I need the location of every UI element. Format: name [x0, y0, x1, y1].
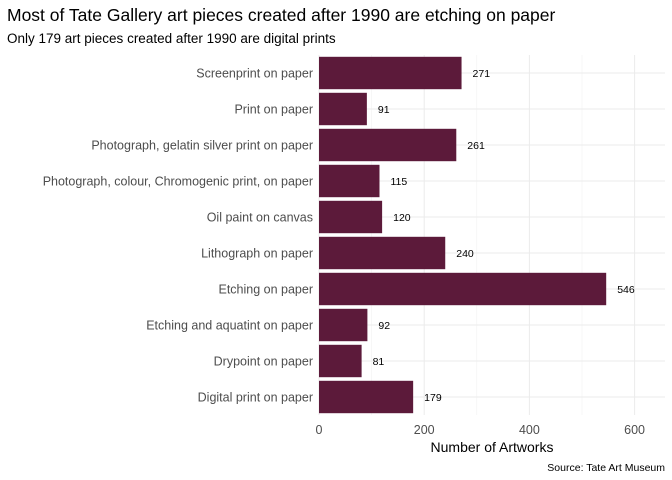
category-label: Screenprint on paper: [196, 67, 313, 81]
x-tick-label: 400: [519, 423, 540, 437]
category-label: Photograph, gelatin silver print on pape…: [91, 139, 313, 153]
data-label: 91: [378, 104, 390, 116]
category-label: Print on paper: [234, 103, 313, 117]
x-tick-label: 600: [624, 423, 645, 437]
category-labels: Screenprint on paper Print on paper Photog…: [43, 67, 313, 405]
bar: [319, 308, 368, 342]
data-label: 115: [390, 176, 407, 188]
bar: [319, 164, 380, 198]
category-label: Etching on paper: [218, 283, 313, 297]
chart-title: Most of Tate Gallery art pieces created …: [7, 5, 556, 25]
x-tick-label: 200: [414, 423, 435, 437]
data-label: 179: [424, 392, 442, 404]
data-label: 240: [456, 248, 474, 260]
data-label: 92: [378, 320, 390, 332]
bar: [319, 380, 414, 414]
data-label: 261: [467, 140, 485, 152]
bar: [319, 344, 362, 378]
x-axis-title: Number of Artworks: [431, 439, 554, 455]
data-label: 81: [373, 356, 385, 368]
category-label: Oil paint on canvas: [207, 211, 313, 225]
category-label: Etching and aquatint on paper: [146, 319, 313, 333]
x-axis-ticks: 0 200 400 600: [316, 423, 646, 437]
bar: [319, 92, 367, 126]
bar: [319, 200, 383, 234]
data-label: 271: [473, 68, 491, 80]
x-tick-label: 0: [316, 423, 323, 437]
bar: [319, 272, 607, 306]
category-label: Photograph, colour, Chromogenic print, o…: [43, 175, 313, 189]
chart-subtitle: Only 179 art pieces created after 1990 a…: [7, 31, 336, 46]
bars: 271 91 261 115 120 240 546 92 81 179: [319, 56, 635, 414]
data-label: 120: [393, 212, 411, 224]
category-label: Lithograph on paper: [201, 247, 313, 261]
caption: Source: Tate Art Museum: [547, 462, 665, 474]
category-label: Drypoint on paper: [214, 355, 313, 369]
bar: [319, 128, 457, 162]
data-label: 546: [617, 284, 635, 296]
bar: [319, 236, 446, 270]
grid: [318, 55, 665, 415]
bar: [319, 56, 462, 90]
category-label: Digital print on paper: [198, 391, 313, 405]
